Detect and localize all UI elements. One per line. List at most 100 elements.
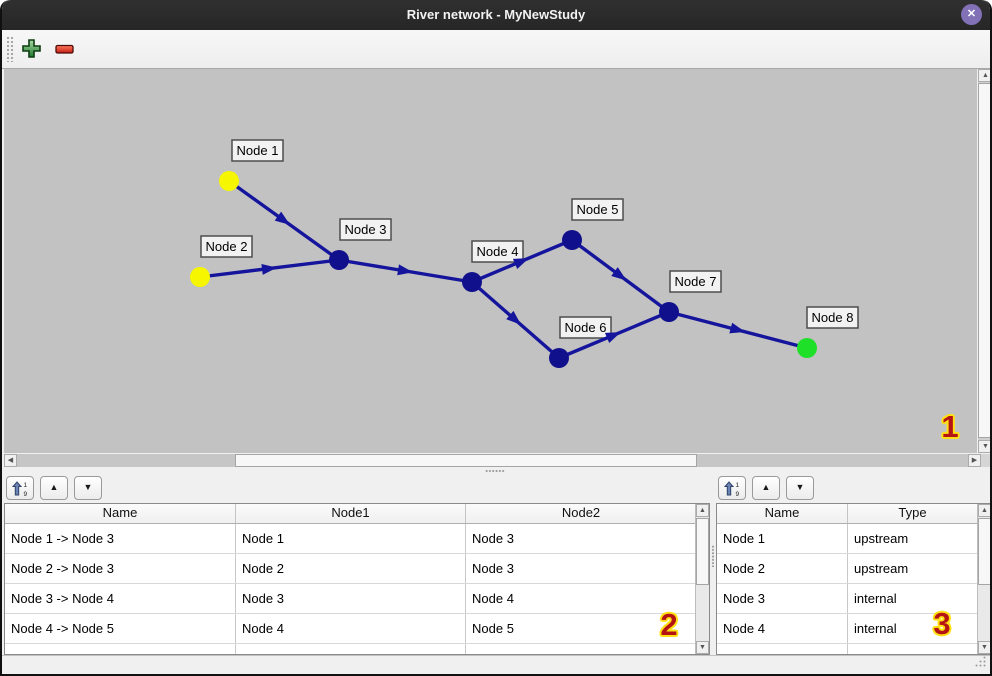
edge-arrow-icon [274, 211, 291, 225]
main-toolbar [2, 30, 990, 69]
nodes-table-body: Node 1 upstream Node 2 upstream Node 3 intern… [717, 524, 990, 654]
som-mark-2: 2 [660, 607, 678, 642]
edge-arrow-icon [397, 264, 413, 276]
svg-text:Node 1: Node 1 [237, 143, 279, 158]
resize-grip-icon[interactable] [974, 655, 987, 673]
node-node1[interactable] [219, 171, 239, 191]
table-cell[interactable]: Node 2 [236, 554, 466, 583]
scrollbar-corner [981, 454, 990, 467]
table-cell[interactable]: Node 2 [717, 554, 848, 583]
node-node6[interactable] [549, 348, 569, 368]
scroll-up-button[interactable]: ▲ [978, 69, 990, 82]
table-row[interactable]: Node 3 -> Node 4 Node 3 Node 4 [5, 584, 709, 614]
table-cell[interactable]: Node 1 [717, 524, 848, 553]
nodes-pane: 1 9 ▲ ▼ Name Type Node 1 upstream Node 2 ups… [716, 475, 990, 655]
sort-button[interactable]: 1 9 [6, 476, 34, 500]
column-header-name[interactable]: Name [5, 504, 236, 523]
table-cell[interactable]: Node 3 [466, 524, 697, 553]
nodes-table-scrollbar[interactable]: ▲ ▼ [977, 504, 990, 654]
canvas-horizontal-scrollbar[interactable]: ◀ ▶ [4, 454, 981, 467]
horizontal-splitter[interactable] [2, 467, 990, 475]
scroll-down-button[interactable]: ▼ [978, 440, 990, 453]
node-label: Node 7 [669, 270, 722, 293]
scroll-down-button[interactable]: ▼ [696, 641, 709, 654]
remove-node-button[interactable] [54, 38, 76, 60]
network-svg[interactable]: Node 1 Node 2 Node 3 Node 4 Node 5 Node 6 Node… [4, 69, 977, 453]
sort-button[interactable]: 1 9 [718, 476, 746, 500]
svg-text:Node 6: Node 6 [565, 320, 607, 335]
canvas-vertical-scrollbar[interactable]: ▲ ▼ [978, 69, 990, 453]
scroll-left-button[interactable]: ◀ [4, 454, 17, 467]
table-cell[interactable]: Node 3 [466, 554, 697, 583]
edges-table: Name Node1 Node2 Node 1 -> Node 3 Node 1 Nod… [4, 503, 710, 655]
node-node5[interactable] [562, 230, 582, 250]
title-bar[interactable]: River network - MyNewStudy ✕ [2, 0, 990, 30]
table-cell[interactable]: Node 3 [717, 584, 848, 613]
triangle-up-icon: ▲ [699, 507, 706, 514]
move-up-button[interactable]: ▲ [40, 476, 68, 500]
node-label: Node 5 [571, 198, 624, 221]
scroll-right-button[interactable]: ▶ [968, 454, 981, 467]
column-header-name[interactable]: Name [717, 504, 848, 523]
triangle-down-icon: ▼ [981, 644, 988, 651]
triangle-up-icon: ▲ [49, 482, 59, 492]
table-row[interactable]: Node 4 internal [717, 614, 990, 644]
table-cell[interactable]: upstream [848, 524, 978, 553]
table-row[interactable]: Node 1 upstream [717, 524, 990, 554]
table-row-empty [5, 644, 709, 654]
table-row[interactable]: Node 1 -> Node 3 Node 1 Node 3 [5, 524, 709, 554]
vertical-splitter[interactable] [710, 475, 716, 655]
table-cell[interactable]: Node 1 [236, 524, 466, 553]
sort-ascending-icon: 1 9 [723, 481, 741, 502]
scroll-down-button[interactable]: ▼ [978, 641, 990, 654]
window-title: River network - MyNewStudy [406, 7, 586, 22]
node-node8[interactable] [797, 338, 817, 358]
vertical-scroll-thumb[interactable] [696, 518, 709, 585]
table-cell[interactable]: Node 4 -> Node 5 [5, 614, 236, 643]
edge-arrow-icon [604, 332, 621, 343]
table-cell[interactable]: upstream [848, 554, 978, 583]
table-cell[interactable]: Node 4 [236, 614, 466, 643]
column-header-node1[interactable]: Node1 [236, 504, 466, 523]
triangle-right-icon: ▶ [971, 457, 978, 464]
move-up-button[interactable]: ▲ [752, 476, 780, 500]
triangle-down-icon: ▼ [982, 443, 989, 450]
edges-table-scrollbar[interactable]: ▲ ▼ [695, 504, 709, 654]
table-row[interactable]: Node 2 upstream [717, 554, 990, 584]
toolbar-drag-handle[interactable] [6, 36, 15, 62]
svg-text:Node 8: Node 8 [812, 310, 854, 325]
table-cell[interactable]: Node 4 [717, 614, 848, 643]
scroll-up-button[interactable]: ▲ [696, 504, 709, 517]
close-button[interactable]: ✕ [961, 4, 982, 25]
splitter-grip-dots [712, 545, 714, 567]
node-node4[interactable] [462, 272, 482, 292]
move-down-button[interactable]: ▼ [74, 476, 102, 500]
column-header-node2[interactable]: Node2 [466, 504, 697, 523]
table-cell[interactable]: internal [848, 614, 978, 643]
svg-text:Node 5: Node 5 [577, 202, 619, 217]
edges-table-header: Name Node1 Node2 [5, 504, 709, 524]
add-node-button[interactable] [21, 38, 43, 60]
table-cell[interactable]: Node 3 -> Node 4 [5, 584, 236, 613]
node-node2[interactable] [190, 267, 210, 287]
table-cell[interactable]: Node 2 -> Node 3 [5, 554, 236, 583]
move-down-button[interactable]: ▼ [786, 476, 814, 500]
som-mark-1: 1 [941, 409, 959, 444]
table-row[interactable]: Node 2 -> Node 3 Node 2 Node 3 [5, 554, 709, 584]
vertical-scroll-thumb[interactable] [978, 83, 990, 438]
table-row[interactable]: Node 3 internal [717, 584, 990, 614]
column-header-type[interactable]: Type [848, 504, 978, 523]
table-row[interactable]: Node 4 -> Node 5 Node 4 Node 5 [5, 614, 709, 644]
table-cell-empty [5, 644, 236, 654]
table-cell[interactable]: internal [848, 584, 978, 613]
table-cell[interactable]: Node 1 -> Node 3 [5, 524, 236, 553]
horizontal-scroll-thumb[interactable] [235, 454, 697, 467]
edges-toolbar: 1 9 ▲ ▼ [4, 475, 710, 503]
table-cell[interactable]: Node 3 [236, 584, 466, 613]
node-node3[interactable] [329, 250, 349, 270]
vertical-scroll-thumb[interactable] [978, 518, 990, 585]
node-node7[interactable] [659, 302, 679, 322]
scroll-up-button[interactable]: ▲ [978, 504, 990, 517]
